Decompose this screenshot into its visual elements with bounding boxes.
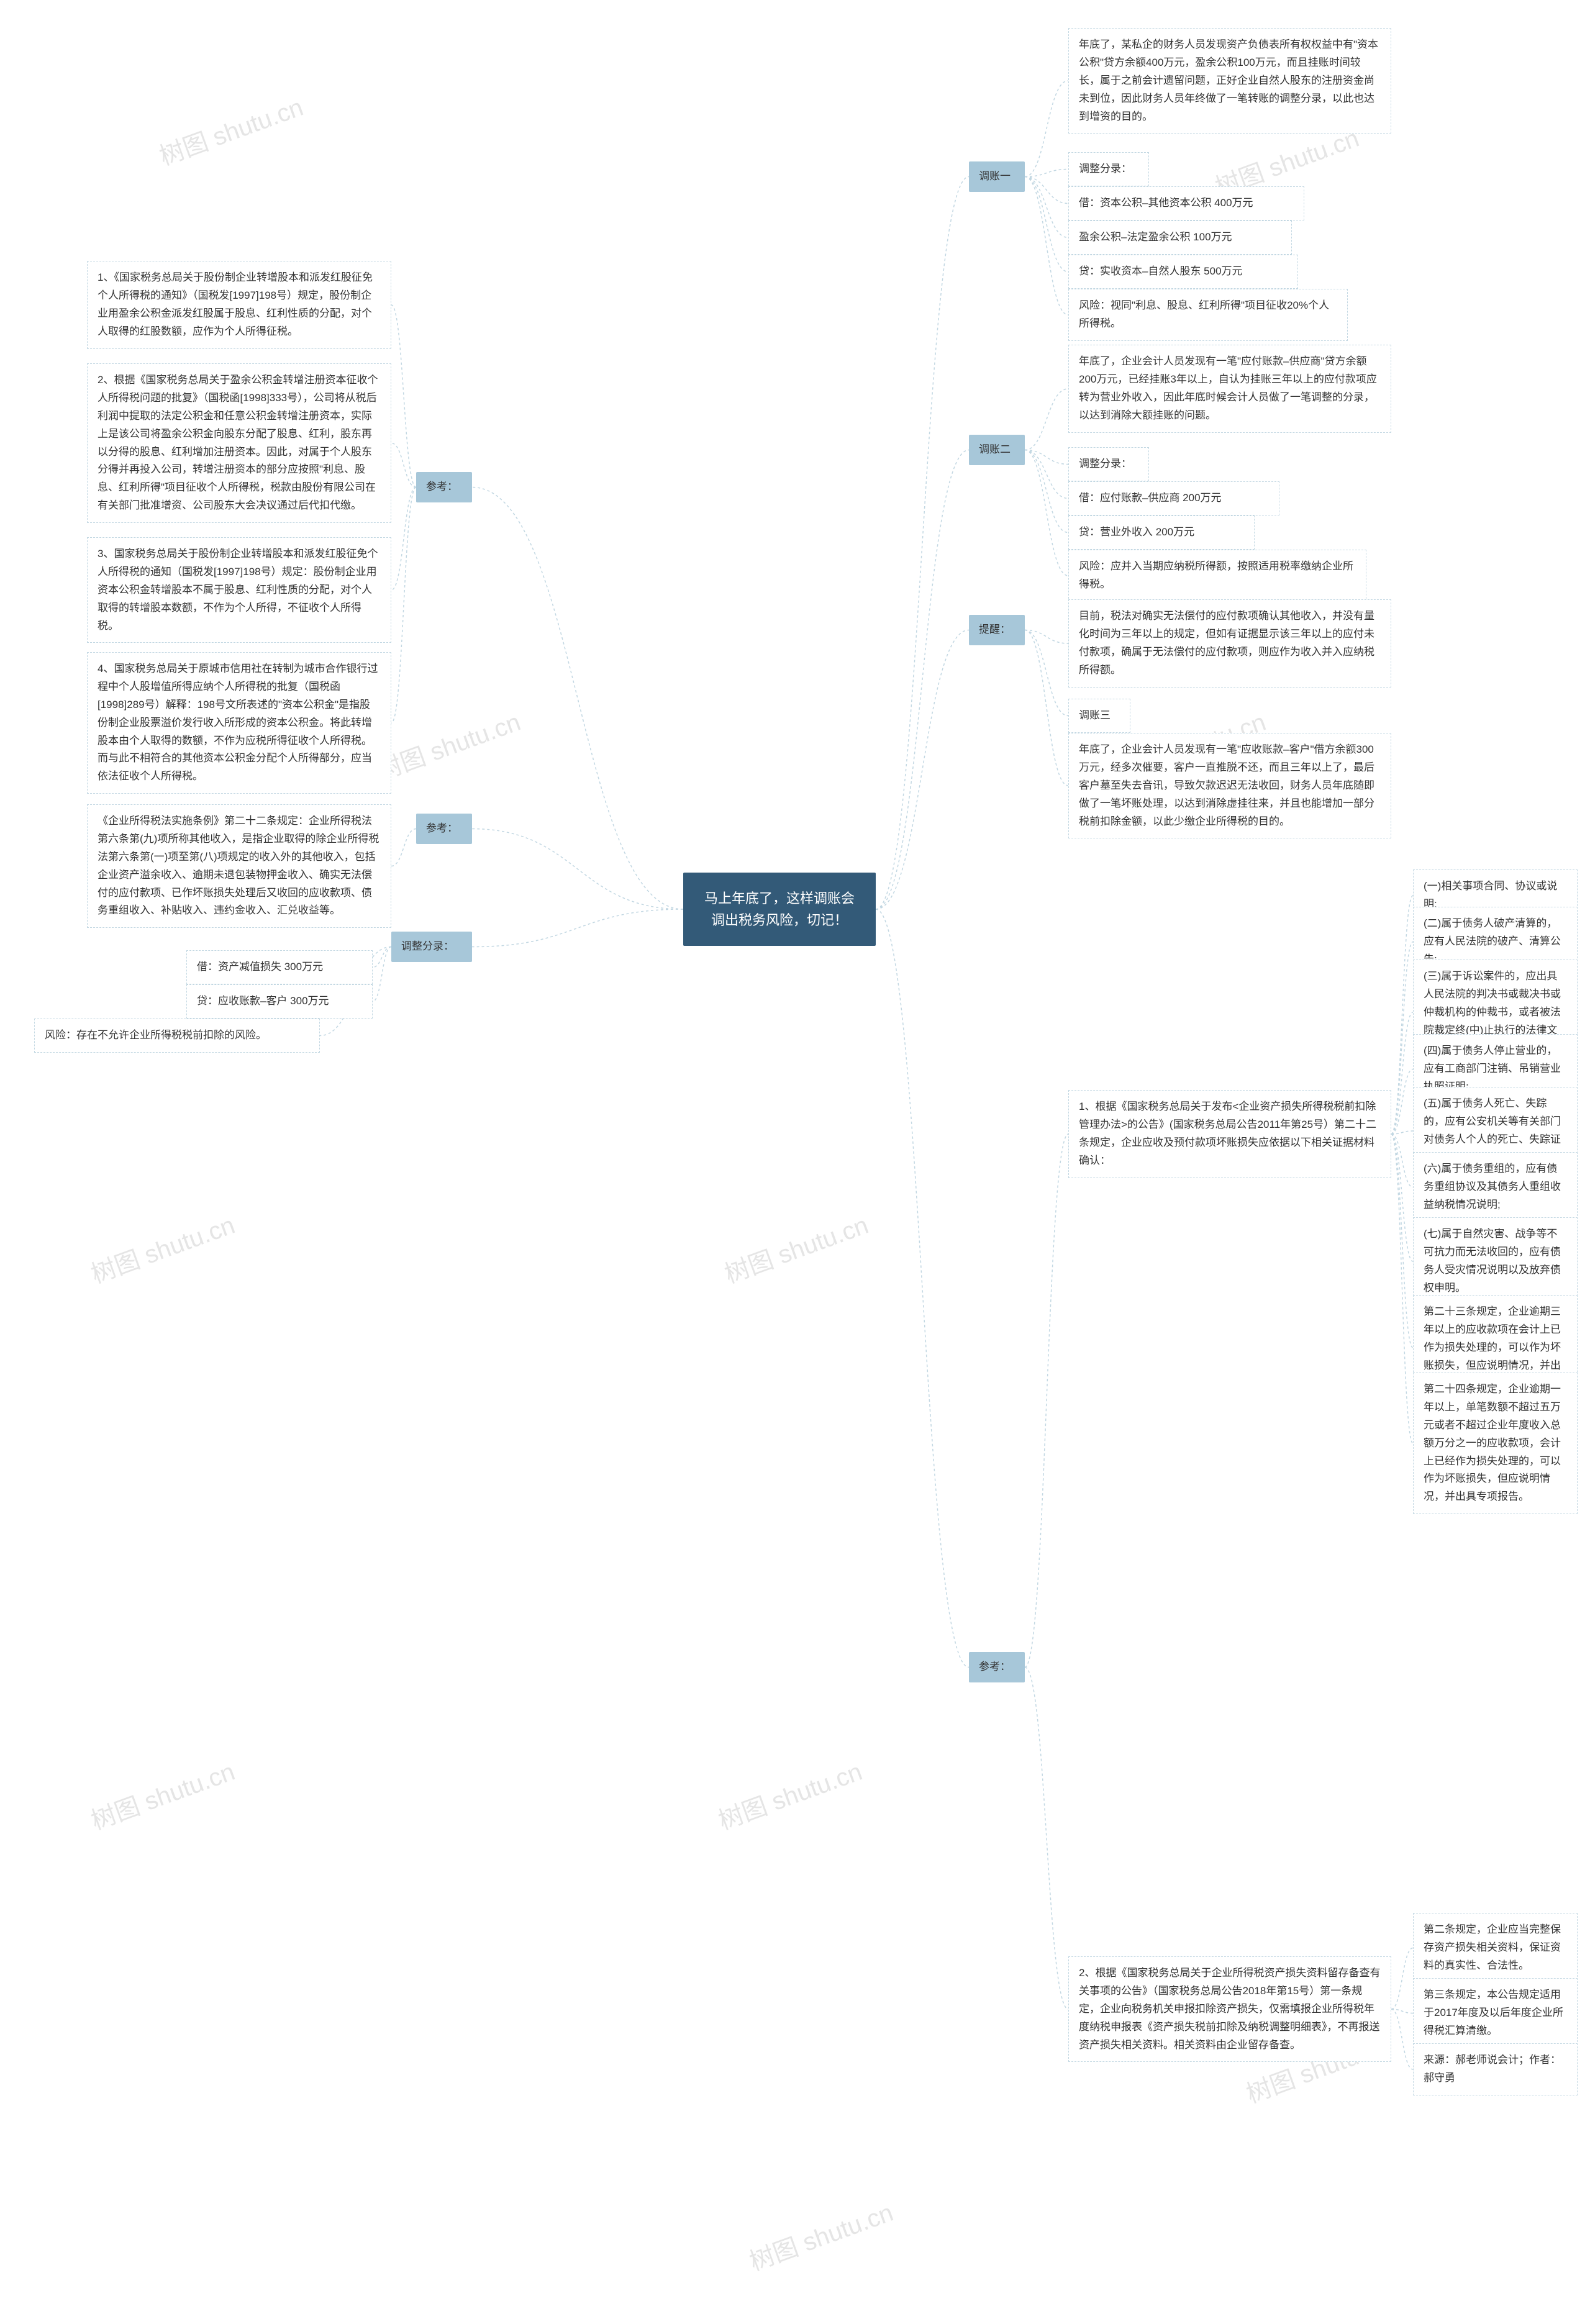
leaf-tip-1: 调账三: [1068, 699, 1130, 733]
leaf-t1-0: 年底了，某私企的财务人员发现资产负债表所有权权益中有"资本公积"贷方余额400万…: [1068, 28, 1391, 134]
leaf-ref-0: 1、根据《国家税务总局关于发布<企业资产损失所得税税前扣除管理办法>的公告》(国…: [1068, 1090, 1391, 1178]
leaf-ref-0-6: (七)属于自然灾害、战争等不可抗力而无法收回的，应有债务人受灾情况说明以及放弃债…: [1413, 1217, 1578, 1305]
leaf-adj-2: 风险：存在不允许企业所得税税前扣除的风险。: [34, 1019, 320, 1053]
branch-t1: 调账一: [969, 161, 1025, 192]
branch-adj: 调整分录：: [391, 932, 472, 962]
leaf-ref-0-8: 第二十四条规定，企业逾期一年以上，单笔数额不超过五万元或者不超过企业年度收入总额…: [1413, 1373, 1578, 1514]
leaf-t2-2: 借：应付账款–供应商 200万元: [1068, 481, 1279, 515]
leaf-tip-2: 年底了，企业会计人员发现有一笔"应收账款–客户"借方余额300万元，经多次催要，…: [1068, 733, 1391, 838]
leaf-ref-1-1: 第三条规定，本公告规定适用于2017年度及以后年度企业所得税汇算清缴。: [1413, 1978, 1578, 2048]
leaf-refL2-0: 《企业所得税法实施条例》第二十二条规定：企业所得税法第六条第(九)项所称其他收入…: [87, 804, 391, 928]
branch-ref: 参考：: [969, 1652, 1025, 1682]
leaf-ref-1-2: 来源：郝老师说会计；作者：郝守勇: [1413, 2043, 1578, 2095]
branch-tip: 提醒：: [969, 615, 1025, 645]
watermark: 树图 shutu.cn: [712, 1751, 866, 1836]
leaf-adj-1: 贷：应收账款–客户 300万元: [186, 984, 373, 1019]
leaf-refL-2: 3、国家税务总局关于股份制企业转增股本和派发红股征免个人所得税的通知（国税发[1…: [87, 537, 391, 643]
leaf-t1-1: 调整分录：: [1068, 152, 1149, 186]
leaf-t2-4: 风险：应并入当期应纳税所得额，按照适用税率缴纳企业所得税。: [1068, 550, 1366, 602]
leaf-t1-5: 风险：视同"利息、股息、红利所得"项目征收20%个人所得税。: [1068, 289, 1348, 341]
watermark: 树图 shutu.cn: [85, 1205, 239, 1290]
branch-refL2: 参考：: [416, 814, 472, 844]
watermark: 树图 shutu.cn: [371, 702, 525, 787]
leaf-refL-0: 1、《国家税务总局关于股份制企业转增股本和派发红股征免个人所得税的通知》（国税发…: [87, 261, 391, 349]
leaf-tip-0: 目前，税法对确实无法偿付的应付款项确认其他收入，并没有量化时间为三年以上的规定，…: [1068, 599, 1391, 688]
leaf-refL-3: 4、国家税务总局关于原城市信用社在转制为城市合作银行过程中个人股增值所得应纳个人…: [87, 652, 391, 794]
leaf-t1-4: 贷：实收资本–自然人股东 500万元: [1068, 255, 1298, 289]
leaf-t2-1: 调整分录：: [1068, 447, 1149, 481]
branch-refL: 参考：: [416, 472, 472, 502]
leaf-t2-3: 贷：营业外收入 200万元: [1068, 515, 1255, 550]
leaf-t1-2: 借：资本公积–其他资本公积 400万元: [1068, 186, 1304, 220]
leaf-adj-0: 借：资产减值损失 300万元: [186, 950, 373, 984]
branch-t2: 调账二: [969, 435, 1025, 465]
leaf-refL-1: 2、根据《国家税务总局关于盈余公积金转增注册资本征收个人所得税问题的批复》（国税…: [87, 363, 391, 523]
leaf-t1-3: 盈余公积–法定盈余公积 100万元: [1068, 220, 1292, 255]
mindmap-root: 马上年底了，这样调账会 调出税务风险，切记！: [683, 873, 876, 946]
leaf-t2-0: 年底了，企业会计人员发现有一笔"应付账款–供应商"贷方余额200万元，已经挂账3…: [1068, 345, 1391, 433]
watermark: 树图 shutu.cn: [153, 87, 307, 172]
leaf-ref-0-5: (六)属于债务重组的，应有债务重组协议及其债务人重组收益纳税情况说明;: [1413, 1152, 1578, 1222]
leaf-ref-1: 2、根据《国家税务总局关于企业所得税资产损失资料留存备查有关事项的公告》（国家税…: [1068, 1956, 1391, 2062]
watermark: 树图 shutu.cn: [85, 1751, 239, 1836]
watermark: 树图 shutu.cn: [719, 1205, 873, 1290]
watermark: 树图 shutu.cn: [743, 2192, 897, 2277]
leaf-ref-1-0: 第二条规定，企业应当完整保存资产损失相关资料，保证资料的真实性、合法性。: [1413, 1913, 1578, 1983]
